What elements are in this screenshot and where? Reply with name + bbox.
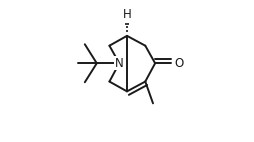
Text: H: H: [123, 8, 131, 21]
Text: O: O: [175, 57, 184, 70]
Text: N: N: [115, 57, 124, 70]
